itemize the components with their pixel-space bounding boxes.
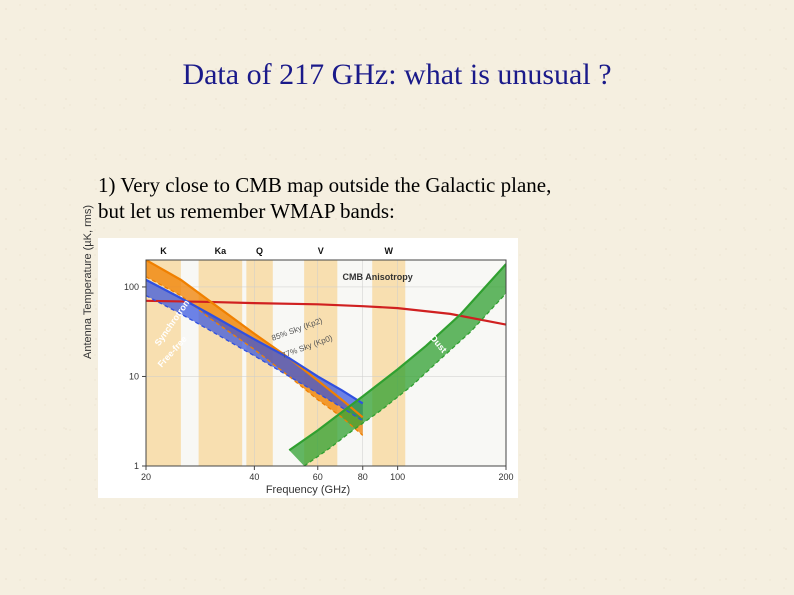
- svg-text:100: 100: [124, 282, 139, 292]
- body-line-1: 1) Very close to CMB map outside the Gal…: [98, 173, 551, 197]
- chart-svg: KKaQVW2040608010020011010085% Sky (Kp2)7…: [98, 238, 518, 498]
- svg-text:K: K: [160, 246, 167, 256]
- svg-text:200: 200: [498, 472, 513, 482]
- svg-text:100: 100: [390, 472, 405, 482]
- body-text: 1) Very close to CMB map outside the Gal…: [98, 172, 658, 225]
- svg-text:CMB Anisotropy: CMB Anisotropy: [343, 272, 413, 282]
- svg-text:20: 20: [141, 472, 151, 482]
- svg-text:1: 1: [134, 461, 139, 471]
- x-axis-label: Frequency (GHz): [266, 484, 350, 496]
- body-line-2: but let us remember WMAP bands:: [98, 199, 395, 223]
- svg-text:V: V: [318, 246, 324, 256]
- svg-text:80: 80: [358, 472, 368, 482]
- svg-text:60: 60: [313, 472, 323, 482]
- svg-text:10: 10: [129, 371, 139, 381]
- y-axis-label: Antenna Temperature (µK, rms): [82, 205, 94, 359]
- svg-text:40: 40: [249, 472, 259, 482]
- svg-text:Ka: Ka: [215, 246, 227, 256]
- svg-text:Q: Q: [256, 246, 263, 256]
- svg-text:W: W: [384, 246, 393, 256]
- slide-title: Data of 217 GHz: what is unusual ?: [0, 58, 794, 92]
- wmap-chart: Antenna Temperature (µK, rms) Frequency …: [98, 238, 518, 498]
